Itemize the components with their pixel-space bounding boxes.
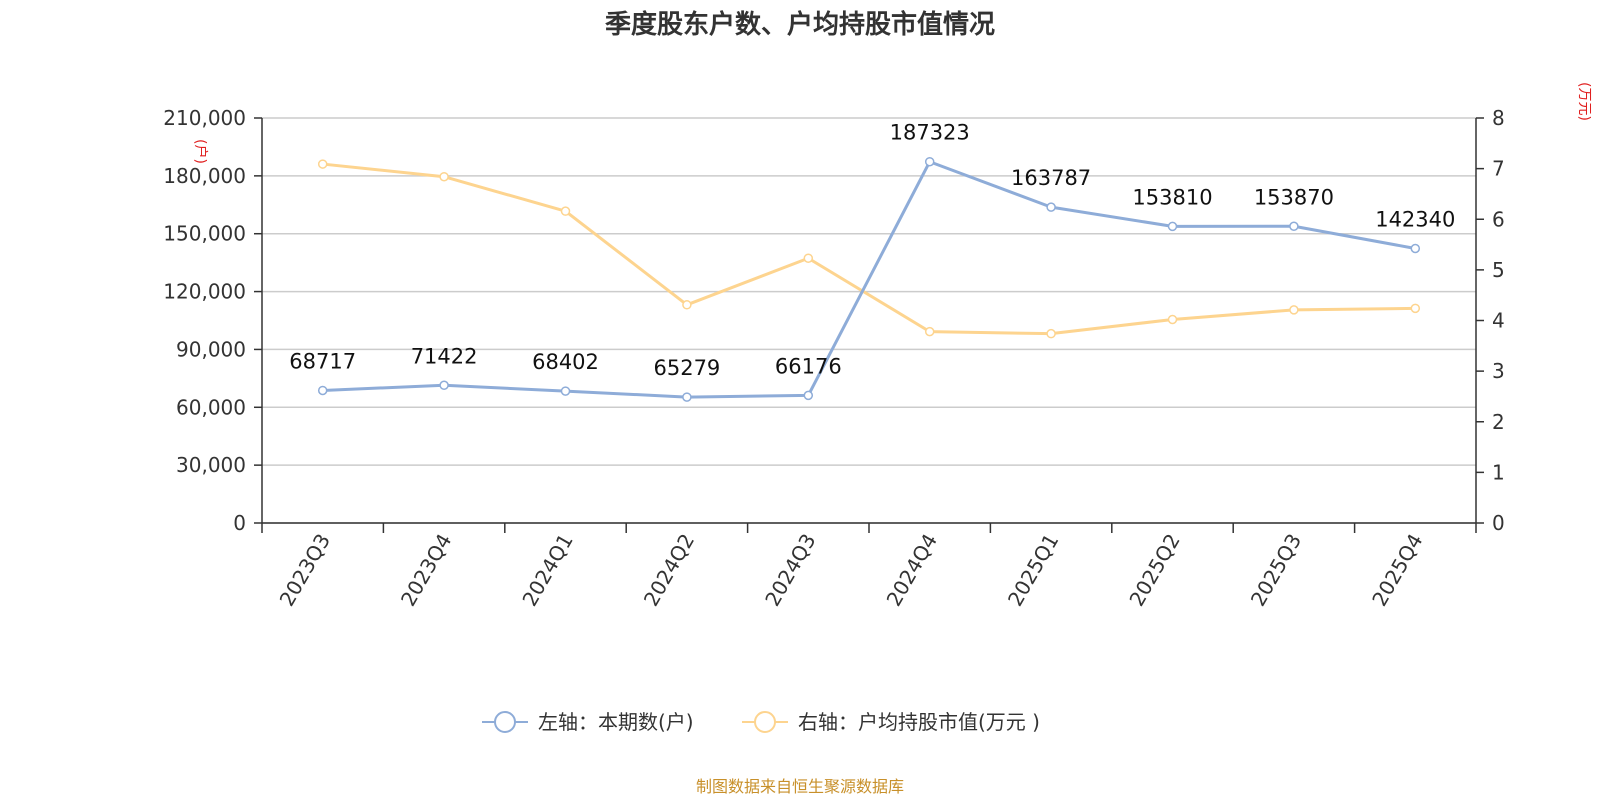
data-label: 66176 [775,354,842,378]
data-label: 153870 [1254,185,1334,209]
x-tick-label: 2024Q2 [639,530,699,611]
x-tick-label: 2025Q3 [1246,530,1306,611]
data-labels: 68717 71422 68402 65279 66176 187323 163787 153… [289,121,1455,380]
avg-holding-value-line [322,162,1416,336]
legend-item-avg-holding-value[interactable]: 右轴：户均持股市值(万元 ) [742,710,1040,734]
right-tick-label: 3 [1492,359,1505,383]
shareholder-count-point[interactable] [439,380,449,391]
legend[interactable]: 左轴：本期数(户) 右轴：户均持股市值(万元 ) [482,710,1040,734]
shareholder-count-point[interactable] [1167,221,1178,232]
legend-item-shareholder-count[interactable]: 左轴：本期数(户) [482,710,694,734]
avg-holding-value-point[interactable] [1410,303,1421,314]
data-label: 68717 [289,349,356,373]
left-tick-label: 120,000 [163,280,246,304]
shareholder-count-point[interactable] [924,156,935,167]
right-tick-label: 8 [1492,106,1505,130]
avg-holding-value-point[interactable] [1167,314,1178,325]
avg-holding-value-point[interactable] [924,326,935,337]
legend-marker [494,711,516,733]
right-tick-label: 4 [1492,309,1505,333]
avg-holding-value-point[interactable] [803,253,814,263]
shareholder-count-point[interactable] [682,392,692,402]
x-tick-label: 2023Q3 [275,530,335,611]
left-axis-unit: (户) [192,139,209,164]
data-label: 142340 [1375,207,1455,231]
x-tick-label: 2023Q4 [396,530,456,611]
left-tick-label: 60,000 [176,395,246,419]
left-tick-label: 210,000 [163,106,246,130]
x-tick-label: 2025Q2 [1124,530,1184,611]
shareholder-count-point[interactable] [1289,221,1299,232]
data-label: 163787 [1011,166,1091,190]
shareholder-count-point[interactable] [1046,202,1056,212]
right-tick-label: 5 [1492,258,1505,282]
data-label: 68402 [532,350,599,374]
data-label: 153810 [1132,185,1212,209]
chart-title: 季度股东户数、户均持股市值情况 [605,9,995,40]
shareholder-count-line [322,160,1416,399]
shareholder-count-point[interactable] [560,386,571,396]
legend-label: 右轴：户均持股市值(万元 ) [798,710,1040,734]
left-tick-label: 30,000 [176,453,246,477]
avg-holding-value-point[interactable] [1046,328,1056,339]
shareholder-count-point[interactable] [317,385,328,396]
legend-marker [754,711,776,733]
avg-holding-value-point[interactable] [682,300,692,310]
avg-holding-value-point[interactable] [1289,305,1299,315]
right-tick-label: 0 [1492,511,1505,535]
x-tick-label: 2025Q4 [1367,530,1427,611]
left-tick-label: 180,000 [163,164,246,188]
avg-holding-value-point[interactable] [317,159,328,169]
data-label: 71422 [411,344,478,368]
x-tick-label: 2024Q3 [760,530,820,611]
series-layer [317,156,1421,402]
data-label: 65279 [653,356,720,380]
shareholder-count-point[interactable] [1410,243,1421,254]
avg-holding-value-point[interactable] [560,206,571,216]
left-tick-label: 90,000 [176,337,246,361]
right-tick-label: 1 [1492,460,1505,484]
right-tick-label: 2 [1492,410,1505,434]
right-axis-unit: (万元) [1576,82,1592,121]
left-tick-label: 150,000 [163,222,246,246]
left-tick-label: 0 [233,511,246,535]
data-label: 187323 [890,121,970,145]
source-note: 制图数据来自恒生聚源数据库 [696,777,904,796]
legend-label: 左轴：本期数(户) [538,710,694,734]
x-tick-label: 2024Q1 [517,530,577,611]
x-tick-label: 2025Q1 [1003,530,1063,611]
right-tick-label: 6 [1492,207,1505,231]
avg-holding-value-point[interactable] [439,171,449,182]
right-tick-label: 7 [1492,157,1505,181]
grid-lines [262,117,1476,524]
shareholder-count-point[interactable] [803,390,814,401]
x-tick-label: 2024Q4 [882,530,942,611]
